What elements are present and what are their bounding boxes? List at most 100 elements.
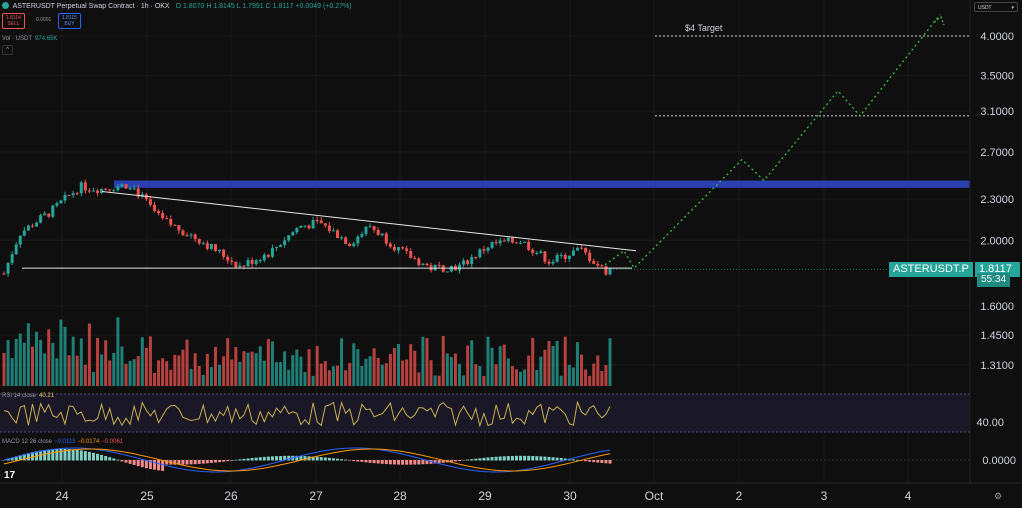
candle xyxy=(315,220,319,222)
y-tick-label: 1.6000 xyxy=(980,301,1014,313)
volume-bar xyxy=(323,361,327,386)
volume-bar xyxy=(315,345,319,386)
candle xyxy=(462,260,466,265)
macd-histogram-bar xyxy=(433,460,437,464)
candle xyxy=(360,234,364,237)
macd-histogram-bar xyxy=(201,460,205,464)
candle xyxy=(157,211,161,214)
volume-bar xyxy=(140,337,144,386)
low-value: L 1.7991 xyxy=(236,3,264,10)
macd-histogram-bar xyxy=(165,460,169,465)
candle xyxy=(535,252,539,254)
volume-label: Vol · USDT xyxy=(2,36,33,42)
buy-button[interactable]: 1.8115 BUY xyxy=(58,13,81,29)
macd-histogram-bar xyxy=(75,449,79,461)
macd-histogram-bar xyxy=(189,460,193,465)
buy-label: BUY xyxy=(64,21,75,27)
macd-histogram-bar xyxy=(604,460,608,464)
macd-axis-tick: 0.0000 xyxy=(982,455,1016,467)
candle xyxy=(417,258,421,266)
x-tick-label: 26 xyxy=(224,489,238,503)
macd-histogram-bar xyxy=(571,459,575,461)
volume-bar xyxy=(287,369,291,386)
candle xyxy=(401,247,405,249)
macd-histogram-bar xyxy=(26,453,30,461)
volume-bar xyxy=(173,354,177,386)
volume-bar xyxy=(47,329,51,386)
candle xyxy=(266,254,270,257)
macd-histogram-bar xyxy=(83,451,87,461)
volume-bar xyxy=(559,375,563,386)
candle xyxy=(551,261,555,264)
macd-histogram-bar xyxy=(502,456,506,461)
candle xyxy=(173,224,177,226)
x-tick-label: 24 xyxy=(55,489,69,503)
volume-bar xyxy=(523,369,527,386)
volume-bar xyxy=(421,336,425,386)
volume-bar xyxy=(527,355,531,386)
macd-histogram-bar xyxy=(596,460,600,463)
settings-icon[interactable]: ⚙ xyxy=(994,491,1003,501)
x-tick-label: 29 xyxy=(478,489,492,503)
candle xyxy=(230,260,234,262)
volume-bar xyxy=(197,365,201,386)
rsi-axis-tick: 40.00 xyxy=(976,417,1004,429)
candle xyxy=(592,260,596,264)
volume-bar xyxy=(10,357,14,386)
volume-bar xyxy=(563,336,567,386)
volume-bar xyxy=(437,375,441,386)
volume-bar xyxy=(433,375,437,386)
macd-histogram-bar xyxy=(458,460,462,462)
sell-button[interactable]: 1.8114 SELL xyxy=(2,13,25,29)
macd-histogram-bar xyxy=(372,460,376,464)
candle xyxy=(128,188,132,190)
volume-bar xyxy=(55,358,59,386)
candle xyxy=(242,265,246,267)
rsi-value: 40.21 xyxy=(39,393,55,399)
volume-bar xyxy=(401,360,405,386)
volume-bar xyxy=(169,369,173,386)
macd-histogram-bar xyxy=(417,460,421,465)
candle xyxy=(445,271,449,273)
candle xyxy=(506,237,510,241)
currency-select[interactable]: USDT xyxy=(974,2,1018,13)
volume-bar xyxy=(165,361,169,386)
volume-bar xyxy=(266,339,270,386)
x-tick-label: Oct xyxy=(645,489,664,503)
volume-bar xyxy=(67,355,71,386)
y-tick-label: 2.3000 xyxy=(980,194,1014,206)
macd-histogram-bar xyxy=(47,449,51,461)
candle xyxy=(376,229,380,236)
macd-histogram-bar xyxy=(506,456,510,461)
volume-bar xyxy=(344,370,348,386)
collapse-icon[interactable]: ^ xyxy=(2,45,13,55)
rsi-label: RSI 14 close xyxy=(2,393,37,399)
candle xyxy=(352,243,356,247)
volume-bar xyxy=(254,353,258,386)
macd-histogram-bar xyxy=(136,460,140,467)
y-tick-label: 4.0000 xyxy=(980,31,1014,43)
macd-histogram-bar xyxy=(368,460,372,463)
macd-histogram-bar xyxy=(360,460,364,462)
candle xyxy=(527,241,531,250)
candle xyxy=(437,264,441,266)
macd-histogram-bar xyxy=(486,457,490,461)
candle xyxy=(205,243,209,249)
macd-histogram-bar xyxy=(250,458,254,461)
volume-bar xyxy=(270,341,274,386)
macd-histogram-bar xyxy=(311,456,315,461)
macd-histogram-bar xyxy=(185,460,189,465)
rsi-pane: 40.00 xyxy=(0,393,1004,433)
macd-histogram-bar xyxy=(551,457,555,461)
candle xyxy=(567,255,571,259)
change-value: +0.0049 (+0.27%) xyxy=(295,3,352,10)
macd-histogram-bar xyxy=(222,460,226,462)
macd-histogram-bar xyxy=(523,455,527,461)
candle xyxy=(510,237,514,243)
macd-histogram-bar xyxy=(30,452,34,461)
macd-histogram-bar xyxy=(205,460,209,464)
volume-bar xyxy=(234,347,238,386)
volume-bar xyxy=(429,360,433,386)
macd-histogram-bar xyxy=(197,460,201,464)
